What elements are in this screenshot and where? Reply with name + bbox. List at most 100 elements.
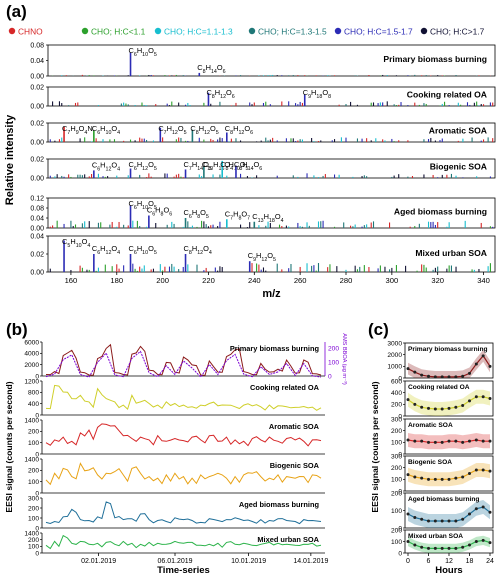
timeseries-subplot: 1400 200 100 0 Aromatic SOA: [24, 417, 325, 458]
diurnal-point: [488, 397, 492, 400]
subplot-frame: [47, 197, 496, 229]
y-tick-label: 200: [28, 537, 39, 544]
y-tick-label: 4000: [24, 351, 39, 358]
diurnal-point: [420, 545, 424, 549]
peak-label: C5H10O4: [62, 237, 90, 249]
peak-label: C8H14O6: [234, 160, 262, 172]
diurnal-point: [488, 541, 492, 545]
subplot-name: Primary biomass burning: [383, 54, 487, 64]
secondary-y-tick-label: 0: [328, 373, 332, 380]
legend-marker: [154, 27, 162, 35]
y-tick-label: 0: [35, 490, 39, 497]
x-tick-label: 14.01.2019: [293, 558, 328, 565]
timeseries-line: [45, 423, 322, 447]
diurnal-point: [454, 546, 458, 550]
x-tick-label: 300: [386, 276, 399, 285]
diurnal-subplot: 300 200 100 0 Biogenic SOA: [391, 453, 494, 495]
legend-a: CHNO CHO; H:C<1.1 CHO; H:C=1.1-1.3 CHO; H:C…: [8, 27, 485, 37]
diurnal-point: [420, 373, 424, 377]
diurnal-point: [481, 354, 485, 358]
y-tick-label: 0: [35, 451, 39, 458]
diurnal-subplot: 200 100 0 Aged biomass burning: [391, 490, 494, 532]
diurnal-point: [474, 540, 478, 543]
diurnal-point: [420, 517, 424, 521]
diurnal-point: [406, 367, 410, 371]
diurnal-point: [474, 468, 478, 472]
y-tick-label: 3000: [387, 340, 402, 347]
spread-band: [408, 463, 490, 487]
peak-label: C9H18O8: [303, 88, 331, 100]
diurnal-point: [427, 519, 430, 523]
subplot-name: Mixed urban SOA: [415, 248, 487, 258]
panel-a-label: (a): [6, 2, 27, 21]
x-tick-label: 12: [445, 558, 453, 565]
peak-label: C8H12O4: [184, 244, 212, 256]
subplot-name: Aromatic SOA: [269, 422, 320, 431]
diurnal-subplot: 600 400 200 0 Cooking related OA: [391, 378, 494, 420]
legend-label: CHO; H:C=1.5-1.7: [344, 27, 413, 37]
y-tick-label: 400: [391, 390, 402, 397]
timeseries-subplot: 1400 200 100 0 Biogenic SOA: [24, 456, 325, 497]
secondary-y-axis-label: AMS BBOA (µg m⁻³): [341, 333, 347, 385]
y-tick-label: 0.00: [30, 226, 44, 233]
subplot-frame: [404, 380, 494, 417]
diurnal-point: [413, 402, 417, 406]
peak-label: C8H10O5: [220, 160, 248, 172]
y-tick-label: 300: [391, 416, 402, 423]
peak-label: C6H10O5: [129, 46, 157, 58]
y-tick-label: 1400: [24, 530, 39, 537]
diurnal-subplot: 300 200 100 0 Aromatic SOA: [391, 416, 494, 458]
diurnal-point: [468, 512, 471, 516]
spectrum-subplot: 0.04 0.02 0.00 C5H10O4 C6H12O4 C6H10O5 C8H12O4…: [30, 234, 496, 277]
diurnal-point: [468, 472, 471, 475]
legend-marker: [420, 27, 428, 35]
diurnal-point: [468, 543, 471, 547]
spread-band: [408, 350, 490, 378]
diurnal-subplot: 3000 2000 1000 0 Primary biomass burning: [387, 340, 494, 382]
diurnal-point: [427, 374, 430, 378]
legend-marker: [334, 27, 342, 35]
diurnal-point: [427, 440, 430, 444]
y-tick-label: 0.04: [30, 58, 44, 65]
diurnal-point: [406, 512, 410, 516]
diurnal-point: [488, 364, 492, 368]
diurnal-point: [427, 406, 430, 410]
diurnal-point: [427, 546, 430, 550]
y-tick-label: 0: [35, 525, 39, 532]
y-tick-label: 0: [398, 550, 402, 557]
x-tick-label: 06.01.2019: [157, 558, 192, 565]
legend-label: CHNO: [18, 27, 43, 37]
diurnal-point: [440, 440, 444, 444]
y-tick-label: 0.04: [30, 234, 44, 241]
y-tick-label: 0.00: [30, 270, 44, 277]
y-tick-label: 0.12: [30, 196, 44, 203]
x-tick-label: 18: [466, 558, 474, 565]
diurnal-point: [433, 546, 437, 550]
y-tick-label: 0: [398, 413, 402, 420]
y-tick-label: 100: [391, 508, 402, 515]
y-tick-label: 6000: [24, 339, 39, 346]
diurnal-point: [481, 395, 485, 399]
subplot-name: Biogenic SOA: [270, 461, 320, 470]
y-tick-label: 100: [391, 539, 402, 546]
x-tick-label: 340: [477, 276, 490, 285]
y-tick-label: 0.02: [30, 252, 44, 259]
diurnal-point: [433, 407, 437, 411]
diurnal-point: [481, 468, 485, 472]
y-tick-label: 1400: [24, 456, 39, 463]
y-tick-label: 200: [391, 428, 402, 435]
y-tick-label: 0: [35, 550, 39, 557]
peak-label: C7H14O5: [184, 160, 212, 172]
ams-bboa-line: [45, 350, 322, 378]
diurnal-point: [461, 517, 465, 521]
y-tick-label: 100: [28, 440, 39, 447]
subplot-frame: [47, 158, 496, 179]
y-tick-label: 0.00: [30, 104, 44, 111]
y-tick-label: 0.08: [30, 43, 44, 50]
diurnal-point: [474, 438, 478, 442]
legend-label: CHO; H:C=1.3-1.5: [258, 27, 327, 37]
y-axis-label: Relative intensity: [4, 114, 16, 205]
diurnal-point: [481, 538, 485, 542]
